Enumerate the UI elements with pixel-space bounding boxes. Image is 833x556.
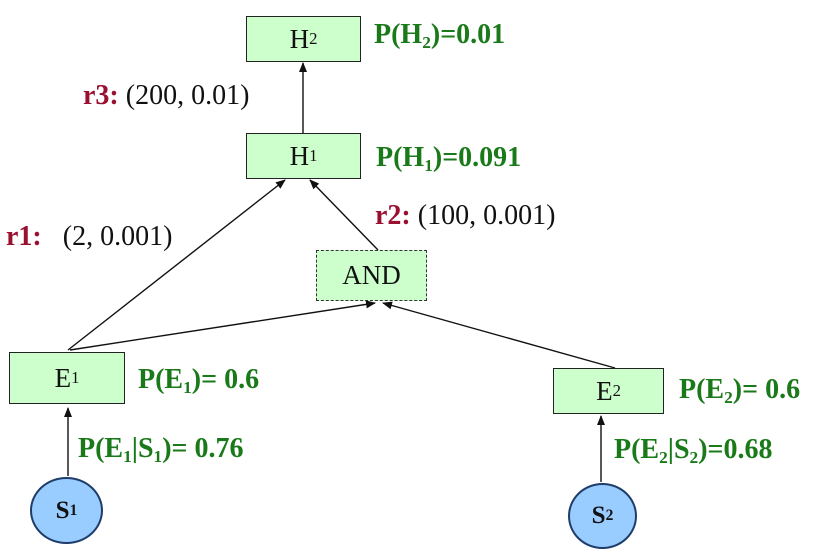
edge-and-h1 [309,179,379,251]
prob-e1: P(E1)= 0.6 [138,364,260,398]
node-and-label: AND [342,260,401,290]
node-h1-label: H [289,140,310,171]
node-e1-label: E [54,362,72,393]
rule-r1: r1: (2, 0.001) [6,221,172,253]
rule-r3-name: r3: [83,80,119,111]
node-h2-sub: 2 [309,29,318,48]
prob-e2-given-s2: P(E2|S2)=0.68 [614,434,773,468]
rule-r3: r3: (200, 0.01) [83,80,249,112]
rule-r2-params: (100, 0.001) [417,200,556,231]
prob-h1: P(H1)=0.091 [376,142,522,176]
rule-r2-name: r2: [375,200,411,231]
rule-r2: r2: (100, 0.001) [375,200,555,232]
node-and: AND [316,250,427,301]
prob-h2: P(H2)=0.01 [374,19,506,53]
node-e2-sub: 2 [612,381,621,400]
node-e1-sub: 1 [71,368,80,387]
node-s2-sub: 2 [605,507,614,524]
prob-e1-given-s1: P(E1|S1)= 0.76 [78,433,244,467]
edge-e2-and [382,301,616,369]
rule-r1-params: (2, 0.001) [62,221,173,252]
rule-r3-params: (200, 0.01) [125,80,250,111]
rule-r1-name: r1: [6,221,42,252]
edge-e1-h1 [67,179,286,351]
edge-e1-and [69,300,376,351]
node-s1-label: S [55,496,70,524]
prob-e2: P(E2)= 0.6 [679,374,801,408]
node-s1-sub: 1 [69,501,78,519]
node-e2-label: E [596,375,613,406]
node-h2-label: H [289,23,310,54]
node-h1-sub: 1 [309,146,318,165]
node-s2-label: S [591,502,606,529]
